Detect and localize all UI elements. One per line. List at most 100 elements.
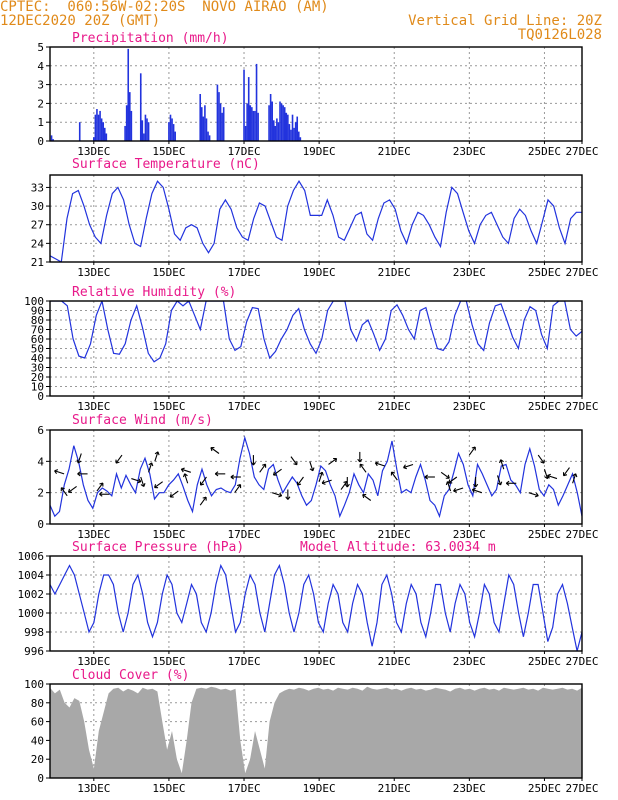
y-tick-label: 1004 [18, 569, 45, 582]
wind-arrow-head [357, 458, 361, 463]
wind-arrow [374, 461, 386, 467]
y-tick-label: 1 [37, 116, 44, 129]
y-tick-label: 30 [31, 362, 44, 375]
x-tick-label: 23DEC [453, 655, 486, 668]
pres-line [50, 563, 582, 651]
wind-arrow [473, 477, 479, 488]
wind-arrow-shaft [543, 468, 549, 479]
precip-bar [246, 103, 248, 141]
y-tick-label: 1000 [18, 607, 45, 620]
wind-arrow [583, 451, 591, 457]
precip-bar [129, 92, 131, 141]
precip-bar [279, 101, 281, 141]
x-tick-label: 27DEC [565, 528, 598, 541]
wind-arrow-head [287, 496, 291, 500]
precip-bar [282, 105, 284, 141]
y-tick-label: 80 [31, 697, 44, 710]
wind-arrow-shaft [199, 496, 207, 506]
wind-arrow-head [272, 471, 276, 476]
x-tick-label: 27DEC [565, 400, 598, 413]
wind-arrow-head [540, 461, 545, 464]
precip-bar [141, 120, 144, 141]
wind-arrow-head [500, 459, 504, 463]
wind-arrow-shaft [391, 471, 398, 481]
precip-bar [96, 109, 98, 141]
x-tick-label: 19DEC [303, 528, 336, 541]
wind-arrow-head [140, 484, 145, 487]
y-tick-label: 24 [31, 237, 45, 250]
precip-bar [172, 124, 175, 141]
wind-arrow [76, 453, 82, 464]
wind-arrow-shaft [610, 463, 613, 473]
wind-arrow-shaft [54, 470, 65, 475]
wind-arrow-shaft [140, 476, 145, 487]
wind-arrow-head [563, 474, 568, 477]
panel-title-precip: Precipitation (mm/h) [72, 31, 229, 46]
wind-arrow [210, 446, 220, 454]
y-tick-label: 33 [31, 181, 44, 194]
wind-arrow-head [115, 461, 120, 464]
wind-arrow-head [321, 480, 325, 484]
y-tick-label: 40 [31, 734, 44, 747]
wind-arrow-head [534, 495, 539, 498]
wind-arrow-head [252, 461, 256, 466]
wind-arrow-head [547, 475, 550, 479]
wind-arrow-head [424, 476, 429, 480]
wind-arrow-head [169, 493, 172, 498]
panel-frame [49, 555, 583, 652]
wind-arrow [562, 467, 570, 477]
y-tick-label: 0 [37, 390, 44, 403]
precip-bar [102, 122, 104, 141]
precip-bar [93, 137, 95, 141]
wind-arrow-head [321, 482, 326, 485]
x-tick-label: 17DEC [227, 145, 260, 158]
x-tick-label: 19DEC [303, 400, 336, 413]
precip-bar [169, 114, 172, 141]
y-tick-label: 0 [37, 518, 44, 531]
wind-arrow-head [613, 463, 614, 466]
y-tick-label: 60 [31, 333, 44, 346]
wind-arrow-head [583, 451, 584, 454]
x-tick-label: 21DEC [378, 145, 411, 158]
precip-bar [254, 110, 256, 141]
x-tick-label: 25DEC [528, 266, 561, 279]
wind-arrow-head [200, 483, 205, 486]
wind-arrow-head [154, 451, 159, 455]
wind-arrow-shaft [309, 461, 314, 472]
wind-arrow [234, 484, 242, 493]
x-tick-label: 21DEC [378, 266, 411, 279]
wind-arrow [357, 451, 363, 463]
wind-arrow-shaft [273, 468, 282, 476]
precip-bar [287, 114, 289, 141]
x-tick-label: 23DEC [453, 266, 486, 279]
wind-arrow-head [77, 471, 81, 475]
wind-arrow [285, 489, 291, 500]
precip-bar [285, 112, 288, 141]
wind-arrow-head [497, 482, 501, 486]
precip-bar [272, 120, 275, 141]
wind-arrow [610, 463, 614, 473]
wind-arrow-head [148, 462, 152, 466]
x-tick-label: 13DEC [77, 266, 110, 279]
x-tick-label: 21DEC [378, 782, 411, 795]
y-tick-label: 100 [24, 678, 44, 691]
x-tick-label: 27DEC [565, 145, 598, 158]
wind-arrow-head [202, 496, 207, 499]
precip-bar [247, 77, 250, 141]
wind-arrow-head [590, 476, 591, 479]
wind-arrow-head [99, 482, 103, 485]
wind-arrow-head [278, 495, 282, 498]
wind-arrow-head [61, 487, 65, 490]
wind-arrow [272, 468, 282, 476]
precip-bar [221, 112, 223, 141]
y-tick-label: 0 [37, 135, 44, 148]
wind-arrow [182, 473, 189, 484]
wind-arrow-shaft [375, 462, 386, 467]
x-tick-label: 25DEC [528, 782, 561, 795]
wind-arrow-shaft [321, 479, 332, 484]
x-tick-label: 27DEC [565, 655, 598, 668]
wind-arrow-shaft [259, 463, 266, 473]
wind-arrow [199, 476, 207, 486]
wind-arrow-shaft [453, 487, 464, 492]
wind-arrow [390, 471, 398, 481]
